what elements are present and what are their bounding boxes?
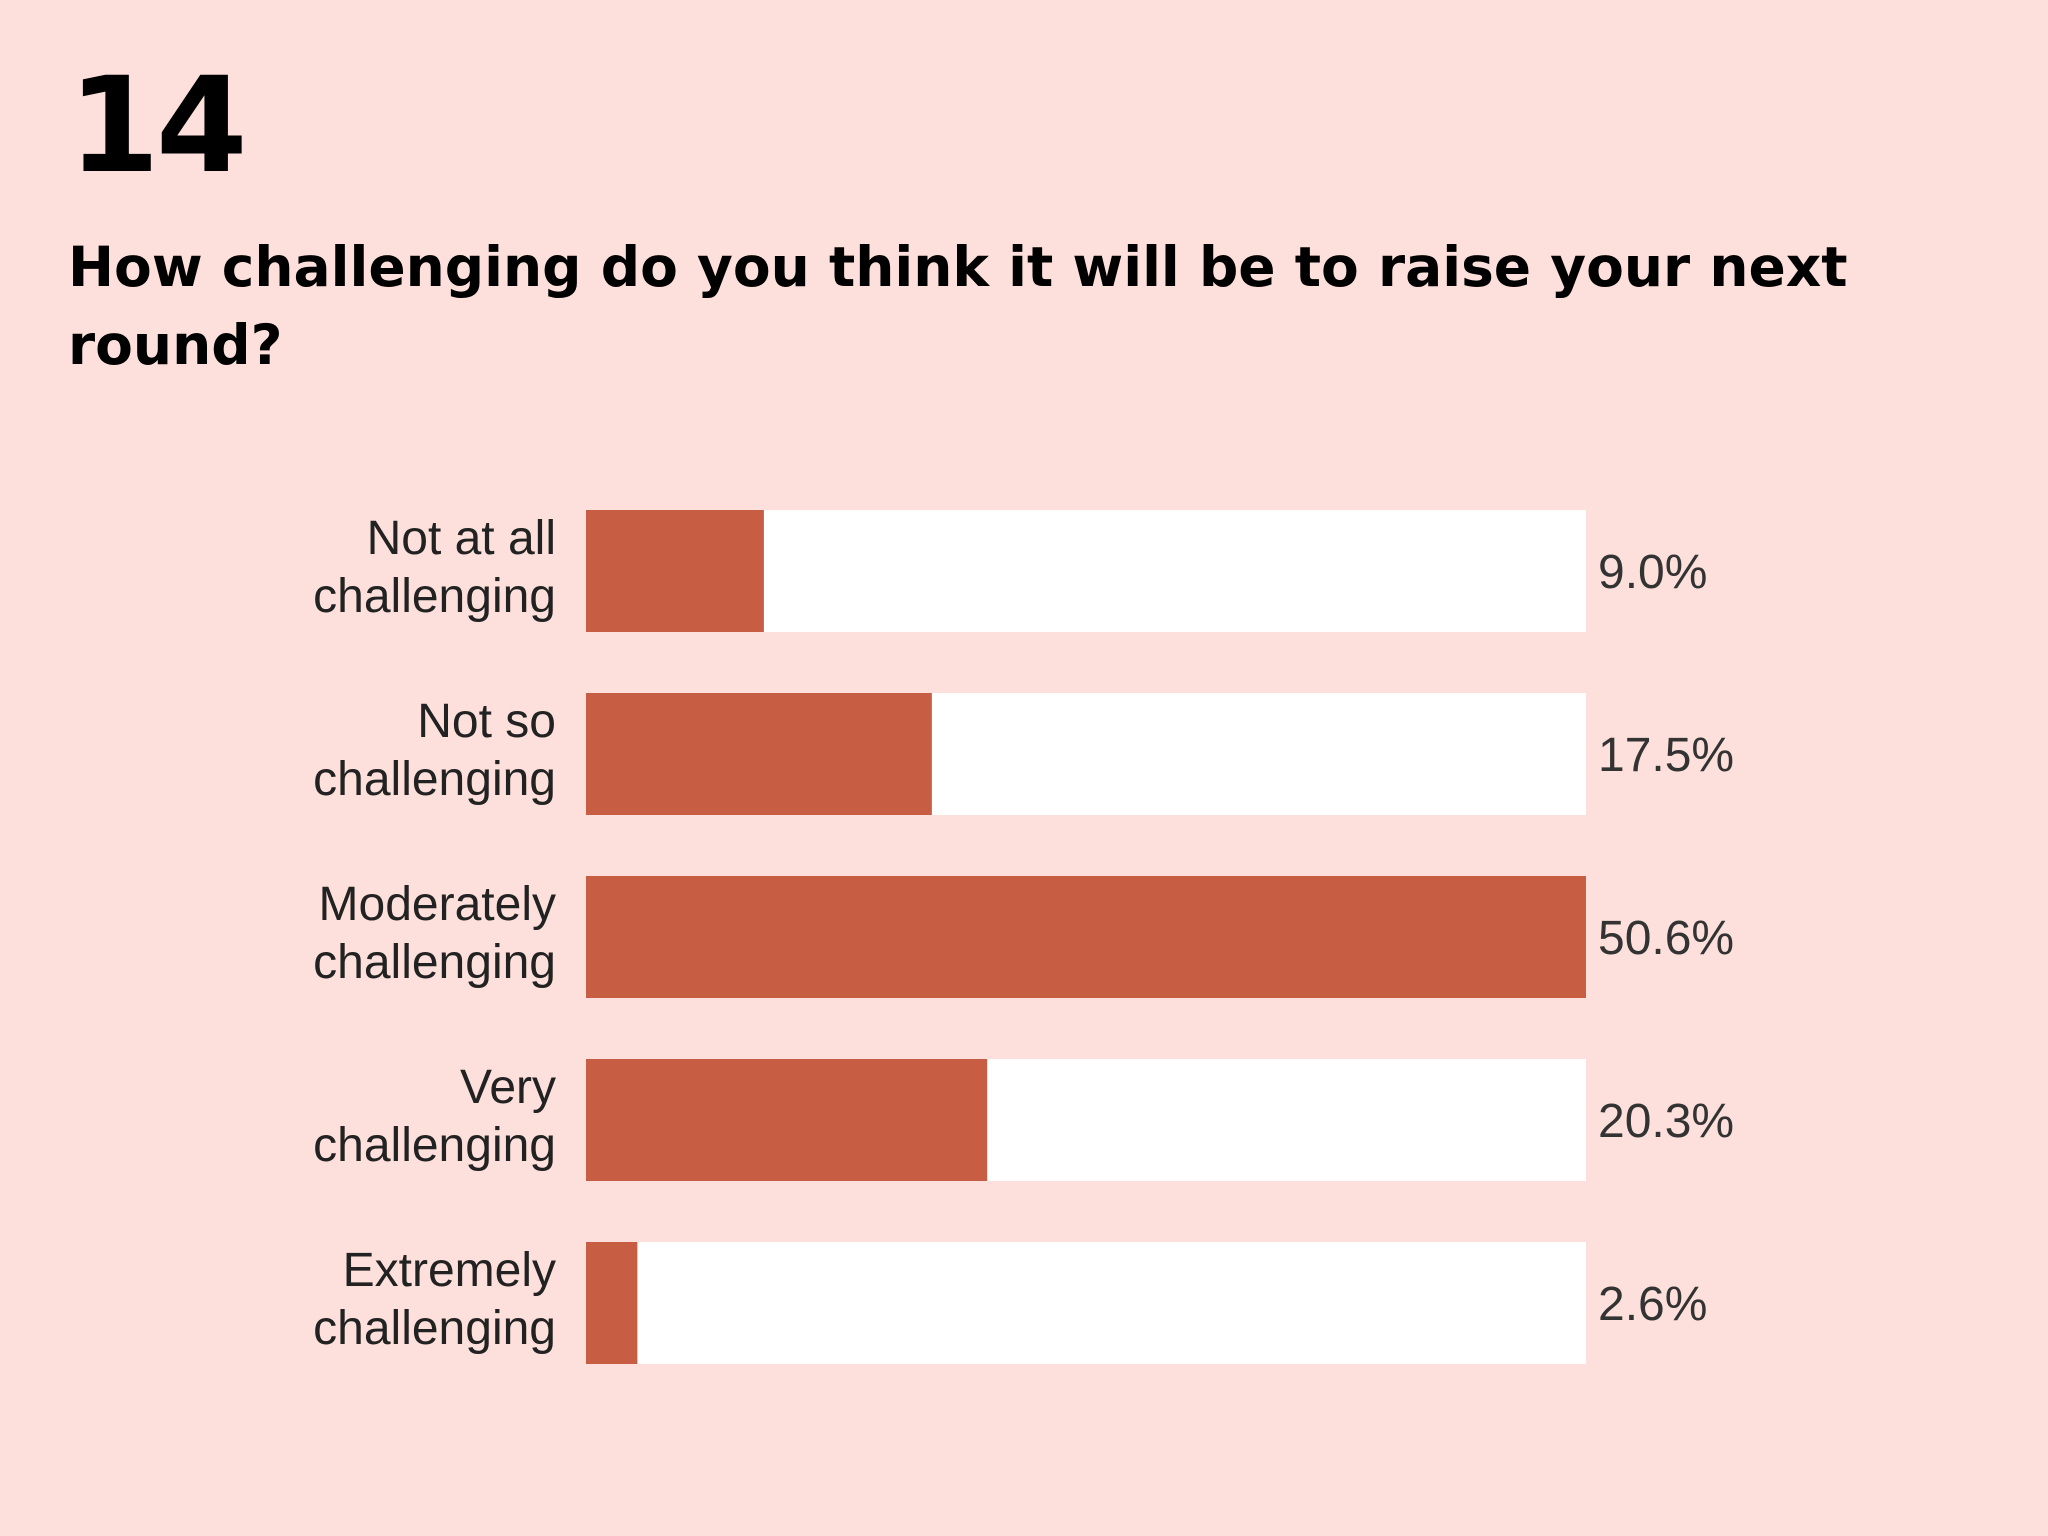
bar — [586, 693, 932, 815]
category-label: Not so — [417, 695, 556, 748]
category-label: Very — [460, 1061, 556, 1114]
value-label: 20.3% — [1598, 1095, 1734, 1148]
value-label: 17.5% — [1598, 729, 1734, 782]
category-label: challenging — [313, 753, 556, 806]
bar — [586, 876, 1586, 998]
bar — [586, 1059, 988, 1181]
value-label: 50.6% — [1598, 912, 1734, 965]
category-label: challenging — [313, 1302, 556, 1355]
category-label: Moderately — [319, 878, 556, 931]
category-label: Extremely — [343, 1244, 556, 1297]
bar — [586, 1242, 638, 1364]
bar-track — [586, 1242, 1586, 1364]
bar — [586, 510, 764, 632]
category-label: challenging — [313, 1119, 556, 1172]
category-label: Not at all — [367, 512, 556, 565]
category-label: challenging — [313, 936, 556, 989]
value-label: 2.6% — [1598, 1278, 1707, 1331]
category-label: challenging — [313, 570, 556, 623]
value-label: 9.0% — [1598, 546, 1707, 599]
question-title: How challenging do you think it will be … — [68, 235, 1848, 377]
question-number: 14 — [68, 49, 248, 203]
